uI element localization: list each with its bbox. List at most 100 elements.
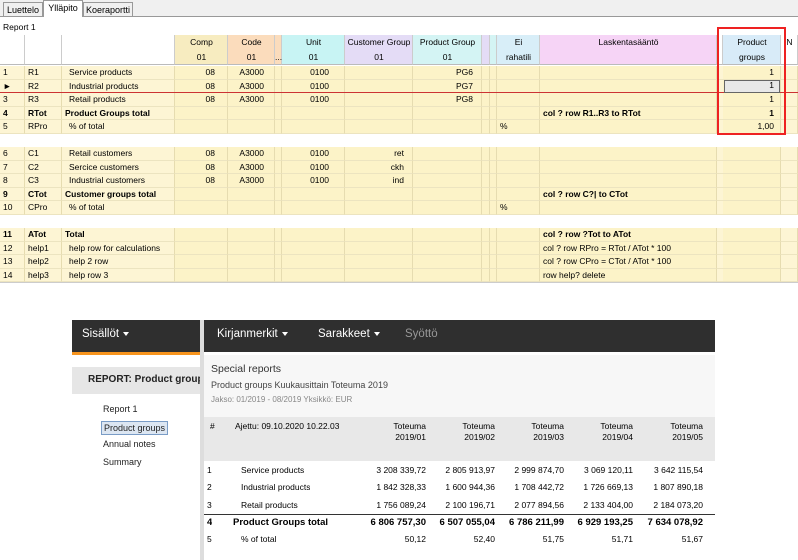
row-value: 2 184 073,20 <box>623 500 703 510</box>
grid-bottom <box>0 282 798 283</box>
grid-cell <box>497 93 540 107</box>
grid-cell <box>282 201 345 215</box>
row-value: 6 786 211,99 <box>484 517 564 528</box>
grid-row[interactable]: 10CPro% of total% <box>0 201 798 215</box>
grid-cell: help2 <box>25 255 62 269</box>
sidebar-link[interactable]: Product groups <box>101 421 168 435</box>
grid-cell <box>723 201 781 215</box>
grid-cell <box>275 161 282 175</box>
grid-cell <box>781 201 798 215</box>
row-number: 2 <box>207 482 212 492</box>
grid-cell: % of total <box>62 201 175 215</box>
grid-cell: RPro <box>25 120 62 134</box>
grid-cell <box>175 120 228 134</box>
grid-cell <box>228 269 275 283</box>
grid-cell <box>482 66 490 80</box>
grid-cell <box>482 201 490 215</box>
grid-row[interactable]: 4RTotProduct Groups totalcol ? row R1..R… <box>0 107 798 121</box>
grid-row[interactable]: 6C1Retail customers08A30000100ret <box>0 147 798 161</box>
grid-cell <box>282 120 345 134</box>
grid-cell <box>345 228 413 242</box>
grid-cell: A3000 <box>228 93 275 107</box>
grid-cell <box>482 107 490 121</box>
grid-cell <box>275 188 282 202</box>
row-label: Retail products <box>241 500 298 510</box>
grid-cell <box>540 93 717 107</box>
grid-cell <box>723 255 781 269</box>
header-label: 01 <box>175 52 228 62</box>
grid-cell <box>781 174 798 188</box>
grid-cell <box>413 120 482 134</box>
grid-cell: C3 <box>25 174 62 188</box>
grid-cell <box>275 242 282 256</box>
grid-cell <box>781 147 798 161</box>
grid-cell: 7 <box>0 161 25 175</box>
grid-row[interactable]: 1R1Service products08A30000100PG61 <box>0 66 798 80</box>
grid-cell <box>175 188 228 202</box>
header-cell <box>490 35 497 65</box>
grid-cell <box>497 147 540 161</box>
grid-row[interactable]: ►R2Industrial products08A30000100PG71 <box>0 80 798 94</box>
sidebar-link[interactable]: Summary <box>101 456 144 468</box>
sidebar-heading: REPORT: Product groups <box>88 374 200 385</box>
grid-cell: Retail customers <box>62 147 175 161</box>
header-label: Product Group <box>413 37 482 47</box>
grid-row[interactable]: 8C3Industrial customers08A30000100ind <box>0 174 798 188</box>
tab[interactable]: Luettelo <box>3 2 43 17</box>
grid-cell <box>490 228 497 242</box>
grid-cell <box>275 120 282 134</box>
row-value: 2 100 196,71 <box>415 500 495 510</box>
grid-cell <box>781 228 798 242</box>
grid-cell <box>228 188 275 202</box>
row-value: 2 077 894,56 <box>484 500 564 510</box>
grid-row[interactable]: 14help3help row 3row help? delete <box>0 269 798 283</box>
sidebar-link[interactable]: Report 1 <box>101 403 140 415</box>
tab[interactable]: Koeraportti <box>83 2 133 17</box>
grid-cell: CPro <box>25 201 62 215</box>
row-value: 1 600 944,36 <box>415 482 495 492</box>
grid-cell <box>282 269 345 283</box>
grid-cell <box>540 66 717 80</box>
nav-left[interactable]: Sisällöt <box>82 328 129 340</box>
row-value: 7 634 078,92 <box>623 517 703 528</box>
header-label: 01 <box>413 52 482 62</box>
grid-row[interactable]: 3R3Retail products08A30000100PG81 <box>0 93 798 107</box>
grid-cell <box>781 188 798 202</box>
nav-underline <box>72 352 200 355</box>
grid-cell <box>482 93 490 107</box>
grid-cell <box>275 147 282 161</box>
grid-cell <box>482 174 490 188</box>
grid-cell: 6 <box>0 147 25 161</box>
grid-cell <box>497 228 540 242</box>
nav-item[interactable]: Kirjanmerkit <box>217 328 288 340</box>
grid-cell <box>482 80 490 94</box>
grid-row[interactable]: 11ATotTotalcol ? row ?Tot to ATot <box>0 228 798 242</box>
grid-row[interactable]: 5RPro% of total%1,00 <box>0 120 798 134</box>
row-value: 1 726 669,13 <box>553 482 633 492</box>
sidebar-link[interactable]: Annual notes <box>101 438 158 450</box>
grid-row[interactable]: 12help1help row for calculationscol ? ro… <box>0 242 798 256</box>
grid-cell <box>490 93 497 107</box>
tab[interactable]: Ylläpito <box>43 0 83 17</box>
grid-cell <box>497 161 540 175</box>
row-value: 1 807 890,18 <box>623 482 703 492</box>
nav-item[interactable]: Sarakkeet <box>318 328 380 340</box>
grid-row[interactable]: 13help2help 2 rowcol ? row CPro = CTot /… <box>0 255 798 269</box>
grid-row[interactable]: 7C2Sercice customers08A30000100ckh <box>0 161 798 175</box>
grid-cell <box>497 188 540 202</box>
header-cell <box>62 35 175 65</box>
grid-cell <box>490 174 497 188</box>
grid-cell <box>175 242 228 256</box>
row-value: 3 642 115,54 <box>623 465 703 475</box>
column-header: 2019/03 <box>494 432 564 442</box>
grid-cell: help row 3 <box>62 269 175 283</box>
grid-cell <box>413 147 482 161</box>
grid-cell: 12 <box>0 242 25 256</box>
grid-cell: 08 <box>175 174 228 188</box>
grid-cell: 4 <box>0 107 25 121</box>
grid-row[interactable]: 9CTotCustomer groups totalcol ? row C?| … <box>0 188 798 202</box>
header-label: Customer Group <box>345 37 413 47</box>
grid-cell <box>540 161 717 175</box>
grid-cell <box>723 242 781 256</box>
